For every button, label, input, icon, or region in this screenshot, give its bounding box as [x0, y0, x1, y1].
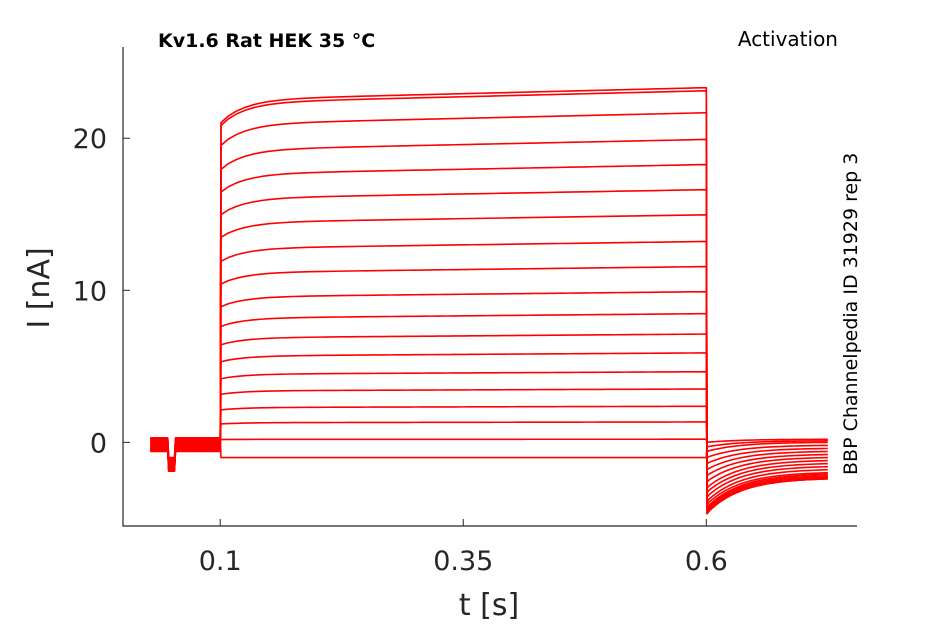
- current-trace: [150, 437, 828, 460]
- current-trace: [150, 163, 828, 511]
- y-tick-label: 10: [73, 276, 107, 307]
- y-tick-label: 20: [73, 124, 107, 155]
- current-trace: [150, 265, 828, 498]
- chart-title: Kv1.6 Rat HEK 35 °C: [158, 30, 375, 52]
- current-trace: [150, 213, 828, 506]
- current-trace: [150, 437, 828, 459]
- axis-spines: [122, 47, 857, 527]
- current-trace: [150, 405, 828, 461]
- protocol-label: Activation: [738, 27, 838, 51]
- x-tick-label: 0.6: [685, 546, 728, 577]
- x-tick-label: 0.1: [199, 546, 242, 577]
- side-label: BBP Channelpedia ID 31929 rep 3: [840, 153, 862, 475]
- y-axis-ticks: 0 10 20: [73, 124, 130, 459]
- current-trace: [150, 388, 828, 465]
- x-axis-ticks: 0.1 0.35 0.6: [199, 519, 728, 577]
- current-trace: [150, 188, 828, 509]
- current-trace: [150, 138, 828, 512]
- current-trace: [150, 370, 828, 471]
- current-trace: [150, 240, 828, 503]
- current-trace: [150, 111, 828, 514]
- current-trace: [150, 333, 828, 483]
- current-trace: [150, 290, 828, 494]
- y-axis-label: I [nA]: [22, 247, 57, 328]
- current-traces: [150, 86, 828, 515]
- current-trace: [150, 86, 828, 515]
- x-axis-label: t [s]: [459, 588, 519, 623]
- y-tick-label: 0: [90, 428, 107, 459]
- current-trace: [150, 352, 828, 477]
- x-tick-label: 0.35: [433, 546, 493, 577]
- current-trace: [150, 421, 828, 460]
- current-trace: [150, 312, 828, 489]
